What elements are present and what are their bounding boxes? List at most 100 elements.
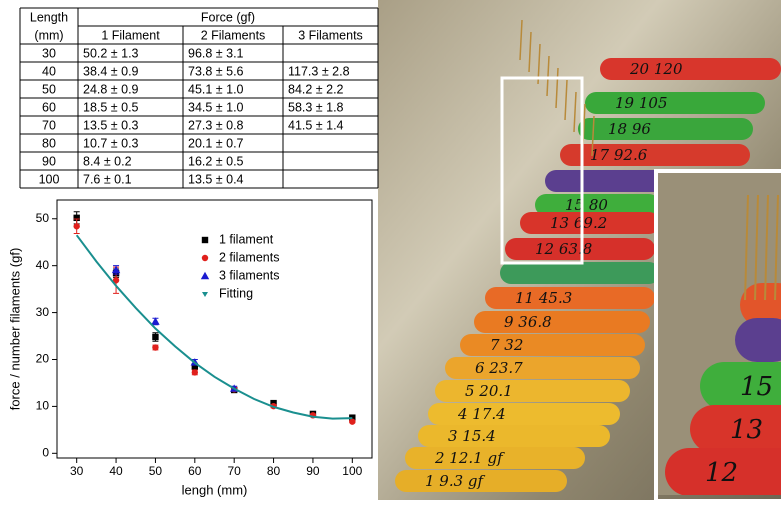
spine [546,55,550,97]
table-cell: 18.5 ± 0.5 [83,100,139,114]
table-cell: 13.5 ± 0.3 [83,118,139,132]
y-tick-label: 20 [36,352,50,366]
stick-label: 4 17.4 [457,405,506,423]
chart: 30 40 50 60 70 80 90 100 0 10 20 30 40 50 lengh (mm) fo… [7,199,373,497]
legend-label: 3 filaments [219,268,279,282]
fit-line [75,234,353,420]
spine [573,91,577,133]
table-cell: 90 [42,154,56,168]
table-cell: 30 [42,46,56,60]
marker [152,333,159,341]
y-tick-label: 10 [36,399,50,413]
table-cell: 34.5 ± 1.0 [188,100,244,114]
spine [591,115,595,157]
spine [744,194,749,301]
marker [112,277,120,284]
y-tick-label: 0 [42,445,49,459]
stick [600,58,781,80]
table-cell: 50 [42,82,56,96]
stick [405,447,585,469]
spine [519,19,523,61]
inset-label: 15 [740,372,773,402]
marker [73,223,80,230]
inset: 15 13 12 [654,169,781,500]
marker [111,265,121,274]
spine [774,194,779,301]
table-header: Length [30,10,68,24]
stick [535,194,660,216]
legend-marker [201,236,209,244]
y-tick-label: 30 [36,305,50,319]
table-cell: 80 [42,136,56,150]
table-cell: 100 [39,172,60,186]
marker [191,363,199,370]
table-cell: 58.3 ± 1.8 [288,100,344,114]
stick-label: 15 80 [565,196,608,214]
x-tick-label: 50 [149,464,163,478]
table: Length (mm) Force (gf) 1 Filament 2 Filament… [19,7,379,189]
spine [754,194,759,301]
stick [445,357,640,379]
table-cell: 20.1 ± 0.7 [188,136,244,150]
stick-label: 18 96 [608,120,651,138]
legend-marker [201,254,209,262]
table-cell: 60 [42,100,56,114]
legend-marker [202,292,208,297]
x-tick-label: 100 [342,464,362,478]
x-axis-label: lengh (mm) [182,482,248,497]
table-cell: 84.2 ± 2.2 [288,82,344,96]
inset-stick [665,448,781,495]
stick-label: 9 36.8 [504,313,552,331]
x-tick-label: 60 [188,464,202,478]
table-cell: 96.8 ± 3.1 [188,46,244,60]
y-tick-label: 40 [36,258,50,272]
stick-label: 3 15.4 [448,427,496,445]
stick [560,144,750,166]
y-axis-label: force / number filaments (gf) [7,248,22,411]
table-header: 3 Filaments [298,28,363,42]
stick [585,92,765,114]
stick [395,470,567,492]
zoom-frame [500,76,584,265]
stick-label: 17 92.6 [590,146,648,164]
table-cell: 16.2 ± 0.5 [188,154,244,168]
marker [349,418,356,425]
table-cell: 70 [42,118,56,132]
legend-label: 1 filament [219,232,274,246]
stick-label: 12 63.8 [535,240,592,258]
stick [500,262,660,284]
table-cell: 7.6 ± 0.1 [83,172,132,186]
stick [428,403,620,425]
legend-label: 2 filaments [219,250,279,264]
marker [73,214,80,222]
marker [151,317,160,325]
y-tick-label: 50 [36,211,50,225]
stick-label: 11 45.3 [515,289,572,307]
table-cell: 8.4 ± 0.2 [83,154,132,168]
stick-label: 5 20.1 [465,382,513,400]
legend-label: Fitting [219,286,253,300]
table-cell: 13.5 ± 0.4 [188,172,244,186]
table-cell: 117.3 ± 2.8 [288,64,350,78]
stick-label: 6 23.7 [475,359,523,377]
spine [555,67,559,109]
inset-sticks: 15 13 12 [665,194,781,495]
stick [505,238,655,260]
x-tick-label: 40 [109,464,123,478]
spine [528,31,532,73]
table-cell: 40 [42,64,56,78]
stick-label: 20 120 [629,60,683,78]
stick-label: 7 32 [490,336,523,354]
stick-label: 1 9.3 gf [425,472,486,490]
inset-stick [740,283,781,327]
table-cell: 27.3 ± 0.8 [188,118,244,132]
spine [564,79,568,121]
table-header: (mm) [34,28,63,42]
stick [435,380,630,402]
x-tick-label: 30 [70,464,84,478]
x-tick-label: 70 [228,464,242,478]
table-cell: 41.5 ± 1.4 [288,118,344,132]
marker [349,414,356,421]
stick [520,212,660,234]
